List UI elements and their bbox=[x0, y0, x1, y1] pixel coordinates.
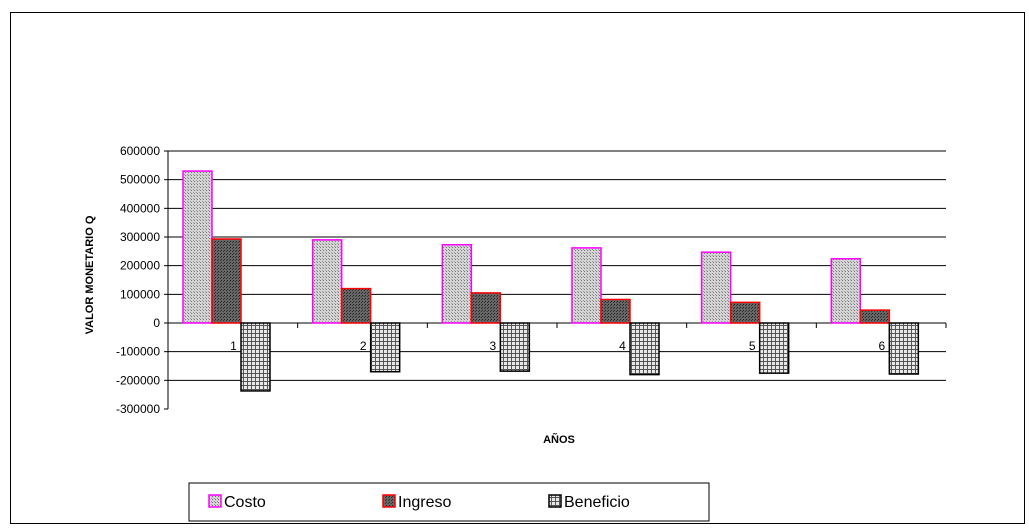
bar-beneficio-2 bbox=[369, 322, 401, 373]
y-tick-label: 300000 bbox=[120, 230, 160, 244]
y-tick-label: 400000 bbox=[120, 201, 160, 215]
y-tick-label: 600000 bbox=[120, 144, 160, 158]
y-tick-label: 200000 bbox=[120, 259, 160, 273]
bar-ingreso-3 bbox=[470, 292, 502, 324]
y-tick-label: 0 bbox=[153, 316, 160, 330]
legend-swatch-beneficio bbox=[548, 494, 562, 508]
bar-beneficio-4 bbox=[629, 322, 660, 376]
bar-ingreso-6 bbox=[859, 309, 891, 324]
legend-swatch-costo bbox=[208, 494, 222, 508]
bar-costo-3 bbox=[441, 243, 473, 324]
legend-label-costo: Costo bbox=[224, 494, 266, 511]
x-tick-label: 2 bbox=[360, 339, 367, 353]
x-axis-title: AÑOS bbox=[543, 433, 575, 446]
bar-costo-5 bbox=[700, 251, 732, 324]
x-tick-label: 4 bbox=[619, 339, 626, 353]
bar-costo-1 bbox=[182, 170, 213, 324]
y-tick-label: -100000 bbox=[116, 345, 160, 359]
bar-beneficio-1 bbox=[240, 322, 271, 392]
bar-chart: 600000 500000 400000 300000 200000 100000 0 -10… bbox=[84, 144, 947, 522]
bar-costo-4 bbox=[571, 247, 602, 324]
chart-frame: 600000 500000 400000 300000 200000 100000 0 -10… bbox=[10, 12, 1025, 524]
y-axis-title: VALOR MONETARIO Q bbox=[84, 215, 96, 334]
bar-ingreso-1 bbox=[211, 238, 242, 324]
legend-swatch-ingreso bbox=[382, 494, 396, 508]
x-tick-label: 1 bbox=[230, 339, 237, 353]
x-tick-label: 5 bbox=[749, 339, 756, 353]
bar-costo-6 bbox=[830, 258, 862, 324]
bars bbox=[182, 170, 920, 392]
x-tick-label: 6 bbox=[878, 339, 885, 353]
y-tick-label: -200000 bbox=[116, 373, 160, 387]
tick-labels: 600000 500000 400000 300000 200000 100000 0 -10… bbox=[116, 144, 886, 416]
bar-beneficio-5 bbox=[758, 322, 790, 374]
x-tick-label: 3 bbox=[489, 339, 496, 353]
bar-ingreso-4 bbox=[600, 298, 631, 324]
bar-ingreso-2 bbox=[340, 287, 372, 324]
bar-costo-2 bbox=[311, 239, 343, 324]
legend-label-beneficio: Beneficio bbox=[564, 494, 630, 511]
bar-beneficio-3 bbox=[499, 322, 531, 372]
axes bbox=[164, 150, 947, 410]
legend-label-ingreso: Ingreso bbox=[398, 494, 451, 511]
y-tick-label: -300000 bbox=[116, 402, 160, 416]
y-tick-label: 500000 bbox=[120, 173, 160, 187]
y-tick-label: 100000 bbox=[120, 287, 160, 301]
legend: Costo Ingreso Beneficio bbox=[188, 482, 710, 522]
gridlines bbox=[168, 150, 946, 381]
bar-ingreso-5 bbox=[729, 301, 761, 324]
legend-box bbox=[188, 482, 710, 522]
bar-beneficio-6 bbox=[888, 322, 920, 375]
